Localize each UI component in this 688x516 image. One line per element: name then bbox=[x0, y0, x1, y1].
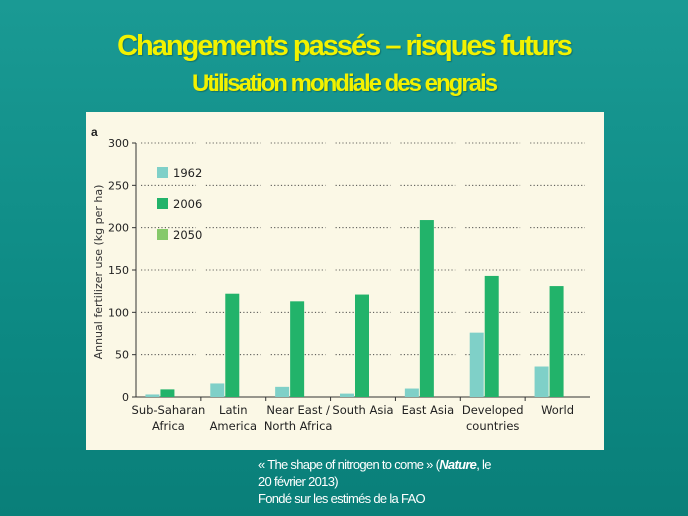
chart-panel: a Annual fertilizer use (kg per ha) 0 50 100… bbox=[86, 112, 604, 450]
bar-2006-6 bbox=[549, 286, 564, 397]
y-tick-label: 200 bbox=[108, 222, 129, 235]
bar-2006-1 bbox=[225, 293, 240, 397]
legend-label-2006: 2006 bbox=[173, 197, 202, 211]
x-tick-label: World bbox=[541, 403, 574, 417]
y-tick-label: 250 bbox=[108, 179, 129, 192]
bar-1962-0 bbox=[145, 394, 160, 397]
bar-1962-1 bbox=[210, 383, 225, 397]
x-tick-label: Developed bbox=[462, 403, 524, 417]
x-tick-label: East Asia bbox=[402, 403, 455, 417]
bar-2006-4 bbox=[419, 220, 434, 397]
x-tick-label: North Africa bbox=[264, 419, 333, 433]
bar-1962-6 bbox=[534, 366, 549, 397]
caption-line-1: « The shape of nitrogen to come » (Natur… bbox=[258, 456, 558, 473]
slide-subtitle: Utilisation mondiale des engrais bbox=[191, 70, 498, 97]
caption-line-1-post: , le bbox=[476, 457, 491, 472]
legend-swatch-2006 bbox=[157, 198, 168, 209]
y-axis-label: Annual fertilizer use (kg per ha) bbox=[92, 185, 105, 360]
slide-title: Changements passés – risques futurs bbox=[117, 30, 573, 62]
panel-label: a bbox=[91, 125, 98, 139]
bar-1962-4 bbox=[404, 388, 419, 397]
source-caption: « The shape of nitrogen to come » (Natur… bbox=[258, 456, 558, 507]
bar-2006-3 bbox=[355, 294, 369, 397]
bar-1962-5 bbox=[469, 332, 484, 397]
y-tick-label: 150 bbox=[108, 264, 129, 277]
caption-journal: Nature bbox=[439, 457, 477, 472]
bar-2006-5 bbox=[484, 275, 499, 397]
x-tick-label: South Asia bbox=[332, 403, 393, 417]
x-tick-label: America bbox=[210, 419, 257, 433]
x-tick-label: Sub-Saharan bbox=[132, 403, 206, 417]
legend-swatch-2050 bbox=[157, 229, 168, 240]
x-tick-label: Latin bbox=[219, 403, 247, 417]
caption-line-3: Fondé sur les estimés de la FAO bbox=[258, 491, 426, 506]
caption-line-1-pre: « The shape of nitrogen to come » ( bbox=[258, 457, 440, 472]
bar-1962-2 bbox=[275, 386, 290, 397]
x-tick-label: countries bbox=[466, 419, 519, 433]
bar-2006-2 bbox=[290, 301, 305, 397]
bar-1962-3 bbox=[340, 393, 354, 397]
caption-line-2: 20 février 2013) bbox=[258, 474, 339, 489]
x-tick-label: Near East / bbox=[266, 403, 330, 417]
y-tick-label: 0 bbox=[122, 391, 129, 404]
y-tick-label: 50 bbox=[115, 349, 129, 362]
bar-2006-0 bbox=[160, 389, 175, 397]
legend-swatch-1962 bbox=[157, 167, 168, 178]
y-tick-label: 300 bbox=[108, 137, 129, 150]
x-tick-label: Africa bbox=[152, 419, 185, 433]
legend-label-2050: 2050 bbox=[173, 228, 202, 242]
fertilizer-bar-chart: a Annual fertilizer use (kg per ha) 0 50 100… bbox=[91, 125, 590, 433]
legend-label-1962: 1962 bbox=[173, 166, 202, 180]
y-tick-label: 100 bbox=[108, 306, 129, 319]
